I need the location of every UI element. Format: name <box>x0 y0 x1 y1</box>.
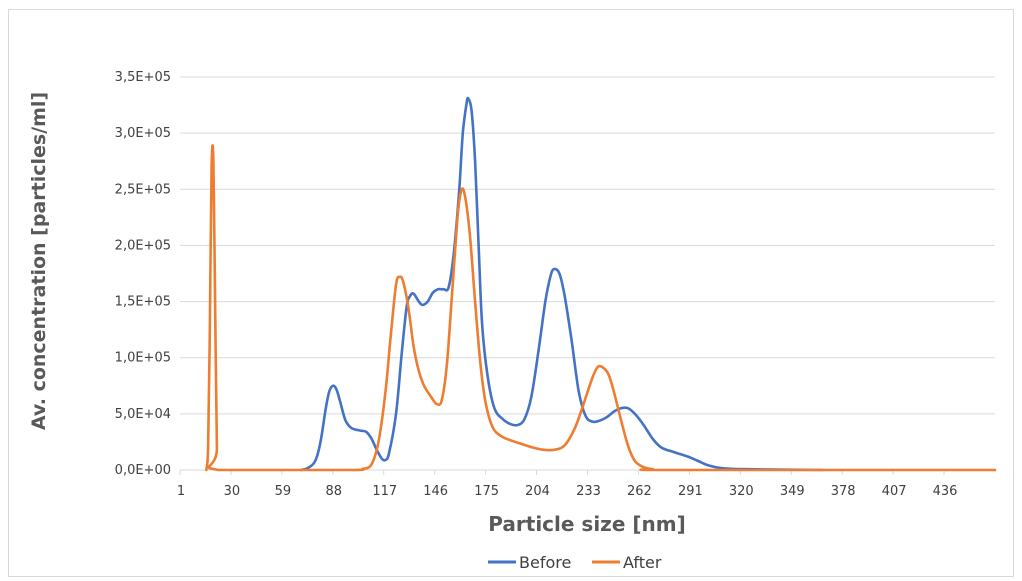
x-tick-label: 117 <box>372 484 397 499</box>
legend: Before After <box>488 553 662 572</box>
y-axis-title: Av. concentration [particles/ml] <box>28 92 50 430</box>
y-tick-label: 1,5E+05 <box>115 295 171 310</box>
y-tick-label: 1,0E+05 <box>115 351 171 366</box>
legend-label-after: After <box>623 553 662 572</box>
y-tick-labels: 0,0E+00 5,0E+04 1,0E+05 1,5E+05 2,0E+05 2,5E+… <box>115 70 171 478</box>
y-tick-label: 0,0E+00 <box>115 463 171 478</box>
x-tick-label: 175 <box>474 484 499 499</box>
x-tick-label: 204 <box>525 484 550 499</box>
y-tick-label: 5,0E+04 <box>115 407 171 422</box>
x-tick-label: 59 <box>275 484 292 499</box>
x-tick-label: 30 <box>224 484 241 499</box>
x-tick-label: 233 <box>576 484 601 499</box>
line-chart: 0,0E+00 5,0E+04 1,0E+05 1,5E+05 2,0E+05 2,5E+… <box>28 70 997 572</box>
x-tick-label: 378 <box>831 484 856 499</box>
x-tick-label: 88 <box>326 484 343 499</box>
x-tick-label: 1 <box>177 484 185 499</box>
x-tick-label: 291 <box>678 484 703 499</box>
series-layer <box>205 96 997 472</box>
y-tick-label: 3,5E+05 <box>115 70 171 85</box>
legend-label-before: Before <box>519 553 571 572</box>
series-line-after <box>205 144 997 472</box>
x-tick-label: 436 <box>933 484 958 499</box>
x-tick-label: 349 <box>780 484 805 499</box>
x-tick-label: 146 <box>423 484 448 499</box>
x-axis-title: Particle size [nm] <box>488 512 685 536</box>
x-tick-label: 407 <box>882 484 907 499</box>
x-tick-label: 262 <box>627 484 652 499</box>
y-tick-label: 2,5E+05 <box>115 182 171 197</box>
grid-lines <box>180 76 995 415</box>
x-tick-labels: 1 30 59 88 117 146 175 204 233 262 291 320 349 378 407… <box>177 470 958 499</box>
chart-frame: 0,0E+00 5,0E+04 1,0E+05 1,5E+05 2,0E+05 2,5E+… <box>8 9 1014 577</box>
series-line-before <box>299 96 825 472</box>
x-tick-label: 320 <box>729 484 754 499</box>
y-tick-label: 3,0E+05 <box>115 126 171 141</box>
y-tick-label: 2,0E+05 <box>115 238 171 253</box>
